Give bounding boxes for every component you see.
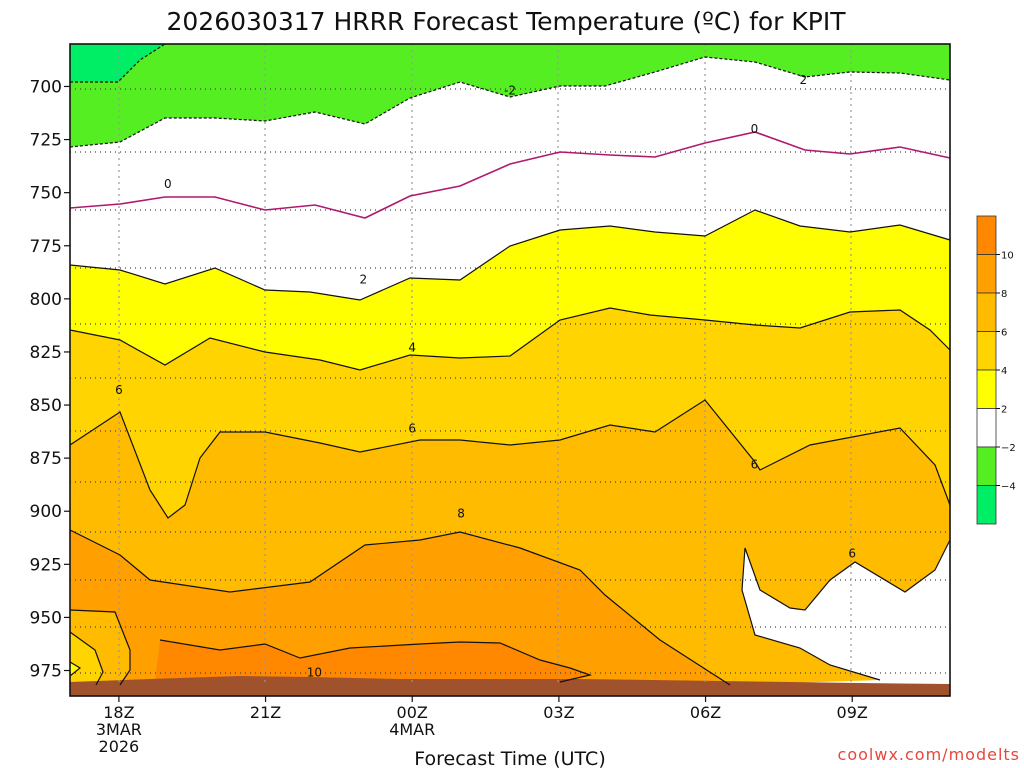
y-tick-label: 725 — [30, 131, 62, 151]
plot-frame — [69, 43, 951, 697]
contour-label: 6 — [848, 547, 856, 561]
contour-minus2 — [69, 56, 951, 148]
x-tick-label: 06Z — [690, 703, 721, 722]
contour-label: 10 — [307, 666, 322, 680]
contour-8 — [69, 529, 731, 686]
colorbar-tick-label: 8 — [1001, 289, 1007, 300]
band-yellow-bottom-left — [70, 632, 103, 685]
x-tick-label: 3MAR — [96, 720, 142, 739]
contour-4-bl — [69, 661, 82, 677]
band-dark-orange — [155, 640, 590, 682]
contour-4 — [69, 307, 951, 371]
colorbar-tick-label: −4 — [1001, 482, 1016, 493]
band-bright-green — [70, 44, 165, 82]
contour-label: -2 — [504, 84, 516, 98]
band-white — [70, 57, 950, 300]
contour-label: 2 — [800, 73, 808, 87]
colorbar: 10 8 6 4 2 −2 −4 — [976, 215, 1016, 525]
contour-label: 6 — [751, 458, 759, 472]
credit-text: coolwx.com/modelts — [838, 745, 1020, 764]
x-tick-label: 09Z — [837, 703, 868, 722]
band-gold — [70, 400, 950, 685]
colorbar-swatch — [976, 485, 997, 525]
x-tick-label: 18Z — [103, 703, 134, 722]
x-axis-label: Forecast Time (UTC) — [414, 748, 605, 768]
contour-labels: -2 2 0 0 2 4 6 6 6 6 8 10 — [115, 73, 856, 680]
y-tick-label: 800 — [30, 290, 62, 310]
colorbar-swatch — [976, 331, 997, 371]
x-tick-label: 2026 — [99, 737, 140, 756]
contour-6 — [69, 399, 951, 519]
y-tick-label: 950 — [30, 608, 62, 628]
colorbar-swatch — [976, 292, 997, 332]
x-grid — [118, 44, 852, 682]
band-yellow — [70, 210, 950, 370]
y-tick-label: 775 — [30, 237, 62, 257]
contour-label: 8 — [457, 506, 465, 520]
y-tick-label: 750 — [30, 184, 62, 204]
contour-0 — [69, 131, 951, 219]
colorbar-tick-label: 2 — [1001, 405, 1007, 416]
contour-label: 0 — [164, 177, 172, 191]
contour-label: 6 — [115, 383, 123, 397]
contour-label: 6 — [408, 421, 416, 435]
colorbar-swatch — [976, 369, 997, 409]
colorbar-swatch — [976, 254, 997, 294]
colorbar-tick-label: 6 — [1001, 328, 1007, 339]
y-tick-label: 975 — [30, 662, 62, 682]
y-tick-label: 825 — [30, 343, 62, 363]
contour-label: 0 — [751, 122, 759, 136]
band-yellow-low — [70, 308, 950, 518]
plot-area: -2 2 0 0 2 4 6 6 6 6 8 10 — [69, 43, 951, 696]
contour-6-bl — [69, 631, 104, 686]
ground — [70, 676, 950, 696]
contour-label: 4 — [408, 341, 416, 355]
band-yellow-corner — [70, 662, 80, 676]
contour-6-right — [741, 539, 951, 681]
band-green — [70, 44, 950, 147]
contour-8-bl — [69, 609, 131, 686]
y-tick-label: 875 — [30, 449, 62, 469]
y-tick-label: 925 — [30, 555, 62, 575]
y-tick-label: 700 — [30, 77, 62, 97]
y-grid — [70, 88, 950, 674]
colorbar-swatch — [976, 446, 997, 486]
contour-label: 2 — [360, 273, 368, 287]
x-tick-label: 21Z — [250, 703, 281, 722]
x-tick-label: 03Z — [543, 703, 574, 722]
y-tick-label: 900 — [30, 502, 62, 522]
colorbar-swatch — [976, 408, 997, 448]
contour-lines — [69, 43, 951, 686]
colorbar-tick-label: −2 — [1001, 443, 1016, 454]
band-orange — [70, 530, 730, 685]
chart-title: 2026030317 HRRR Forecast Temperature (ºC… — [166, 7, 846, 36]
colorbar-swatch — [976, 215, 997, 255]
contour-10 — [159, 639, 593, 683]
colorbar-tick-label: 10 — [1001, 251, 1014, 262]
colorbar-tick-label: 4 — [1001, 366, 1007, 377]
y-tick-label: 850 — [30, 396, 62, 416]
contour-2 — [69, 209, 951, 301]
y-ticks: 700 725 750 775 800 825 850 875 900 925 950 975 — [30, 77, 70, 682]
x-tick-label: 00Z — [397, 703, 428, 722]
x-tick-label: 4MAR — [389, 720, 435, 739]
